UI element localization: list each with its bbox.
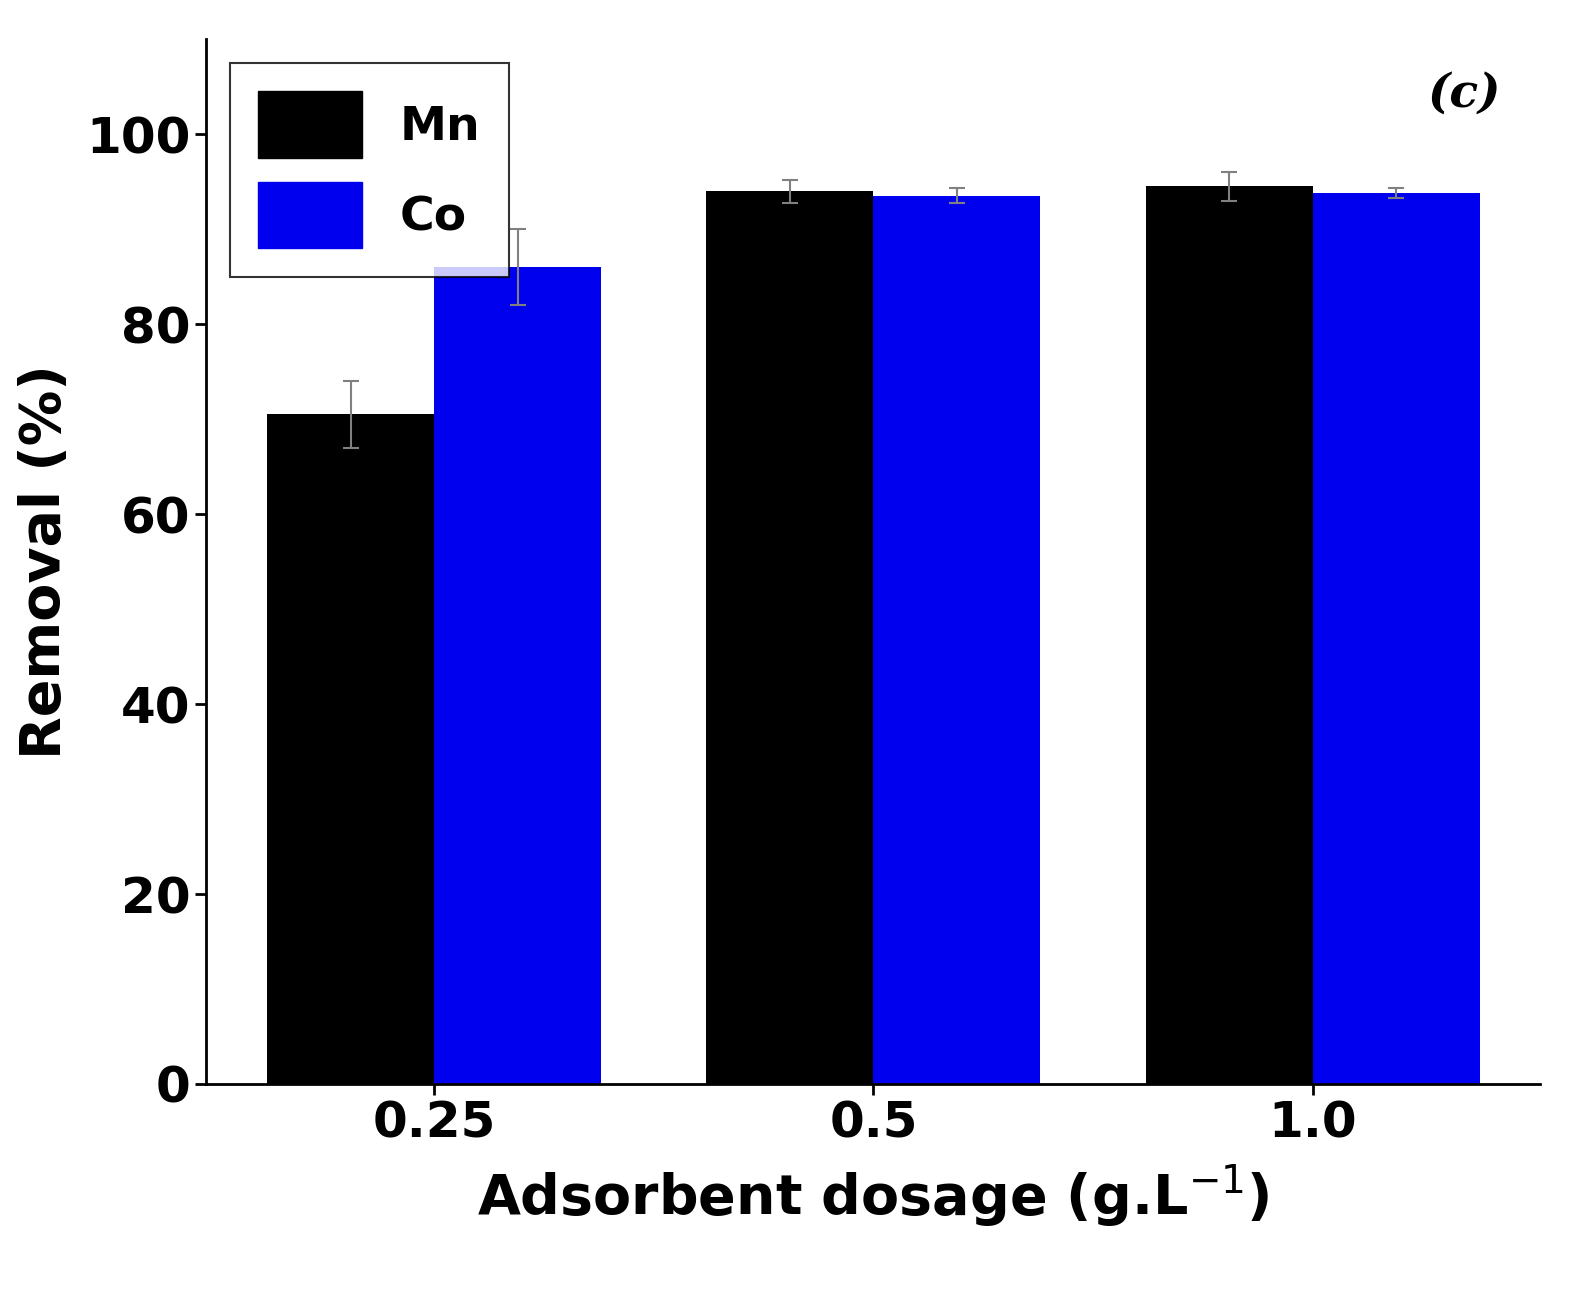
X-axis label: Adsorbent dosage (g.L$^{-1}$): Adsorbent dosage (g.L$^{-1}$) — [476, 1162, 1270, 1229]
Bar — [434, 268, 600, 1084]
Bar — [1313, 193, 1480, 1084]
Legend: Mn, Co: Mn, Co — [230, 63, 510, 277]
Bar — [267, 414, 434, 1084]
Y-axis label: Removal (%): Removal (%) — [17, 364, 71, 759]
Text: (c): (c) — [1428, 71, 1501, 116]
Bar — [873, 196, 1040, 1084]
Bar — [707, 191, 873, 1084]
Bar — [1147, 187, 1313, 1084]
